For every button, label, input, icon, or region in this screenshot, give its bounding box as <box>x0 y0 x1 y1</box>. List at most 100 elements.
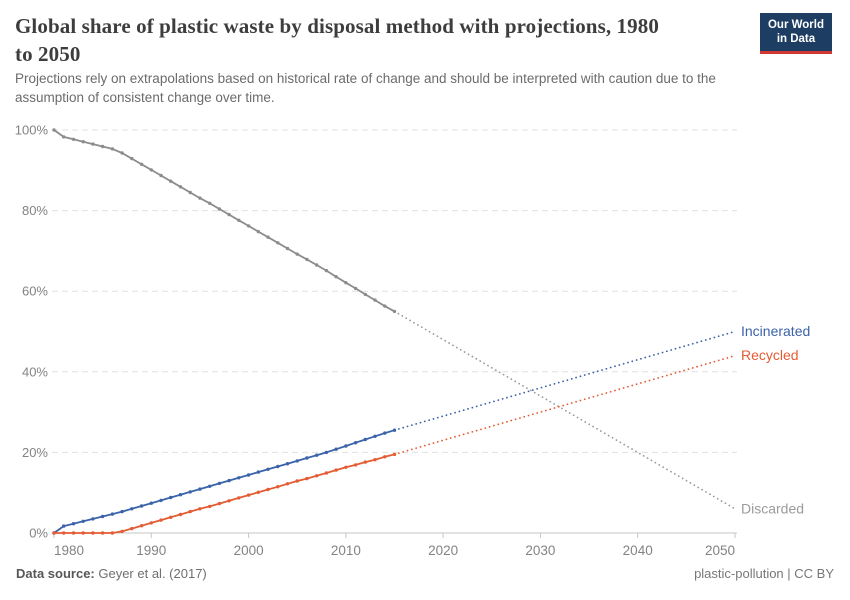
data-point-recycled <box>100 531 105 535</box>
data-point-recycled <box>139 524 144 528</box>
data-point-incinerated <box>392 428 397 432</box>
data-point-incinerated <box>91 517 95 521</box>
data-point-recycled <box>169 515 173 519</box>
data-point-recycled <box>62 531 66 535</box>
x-axis-label: 1990 <box>136 543 166 558</box>
data-point-recycled <box>285 482 290 486</box>
series-line-recycled <box>54 453 395 534</box>
data-point-discarded <box>276 241 280 245</box>
data-point-incinerated <box>237 476 241 480</box>
data-point-incinerated <box>295 459 299 463</box>
data-point-incinerated <box>276 464 280 469</box>
data-point-recycled <box>353 463 358 467</box>
data-point-recycled <box>237 496 241 500</box>
data-point-recycled <box>178 512 183 517</box>
data-point-recycled <box>120 529 124 534</box>
data-point-recycled <box>227 499 231 503</box>
data-point-incinerated <box>71 522 76 526</box>
data-point-discarded <box>353 286 358 291</box>
data-point-recycled <box>266 487 270 492</box>
data-point-discarded <box>52 128 56 132</box>
data-point-recycled <box>208 504 212 509</box>
x-axis-label: 2050 <box>705 543 735 558</box>
data-point-recycled <box>159 518 163 522</box>
data-point-incinerated <box>208 484 212 488</box>
data-point-incinerated <box>120 509 124 514</box>
data-point-incinerated <box>353 441 358 445</box>
data-point-discarded <box>139 162 144 166</box>
x-axis-label: 2040 <box>623 543 653 558</box>
data-point-discarded <box>130 156 134 161</box>
data-point-recycled <box>373 458 377 462</box>
owid-logo-text-line1: Our World <box>767 19 824 31</box>
data-point-recycled <box>110 531 115 535</box>
data-point-incinerated <box>227 478 231 483</box>
data-point-incinerated <box>217 481 222 486</box>
chart-footer: Data source: Geyer et al. (2017) plastic… <box>16 566 834 581</box>
data-point-discarded <box>285 246 290 251</box>
data-point-discarded <box>198 196 202 200</box>
x-axis-label: 2010 <box>331 543 361 558</box>
projection-line-discarded <box>393 310 736 510</box>
data-point-recycled <box>81 531 85 535</box>
data-point-discarded <box>246 224 251 228</box>
data-point-incinerated <box>266 467 270 471</box>
data-point-discarded <box>62 135 66 139</box>
data-point-discarded <box>71 137 76 141</box>
y-axis-label: 80% <box>22 203 48 218</box>
data-point-incinerated <box>344 444 348 448</box>
data-point-incinerated <box>139 504 144 508</box>
data-point-recycled <box>334 468 338 472</box>
data-source-value: Geyer et al. (2017) <box>94 566 207 581</box>
y-axis-label: 40% <box>22 364 48 379</box>
data-point-discarded <box>373 298 377 302</box>
data-point-incinerated <box>285 462 290 466</box>
data-point-incinerated <box>178 493 183 497</box>
data-point-recycled <box>363 460 367 464</box>
data-point-recycled <box>149 521 153 525</box>
x-axis-label: 1980 <box>54 543 84 558</box>
y-axis-label: 100% <box>15 123 49 138</box>
data-point-discarded <box>208 201 212 205</box>
data-point-recycled <box>324 471 329 475</box>
data-point-discarded <box>178 185 183 189</box>
data-point-incinerated <box>246 473 251 477</box>
data-point-recycled <box>305 476 309 481</box>
data-point-discarded <box>256 229 260 234</box>
data-point-recycled <box>276 485 280 489</box>
data-point-recycled <box>315 474 319 478</box>
data-point-discarded <box>334 275 338 279</box>
data-point-discarded <box>266 235 270 239</box>
data-point-recycled <box>130 526 134 531</box>
data-point-incinerated <box>324 450 329 455</box>
data-source-label: Data source: <box>16 566 95 581</box>
data-point-incinerated <box>62 524 66 528</box>
data-point-discarded <box>324 268 329 273</box>
data-point-incinerated <box>169 495 173 500</box>
data-point-recycled <box>91 531 95 535</box>
series-line-incinerated <box>53 429 395 534</box>
data-point-incinerated <box>334 447 338 451</box>
data-point-discarded <box>227 212 231 217</box>
data-point-discarded <box>305 257 309 262</box>
series-line-discarded <box>53 129 395 313</box>
owid-logo[interactable]: Our World in Data <box>759 13 832 54</box>
data-point-recycled <box>198 507 202 511</box>
data-point-incinerated <box>315 453 319 457</box>
data-point-recycled <box>383 455 387 459</box>
data-point-discarded <box>295 252 299 256</box>
series-label-incinerated: Incinerated <box>741 323 810 339</box>
data-point-incinerated <box>149 501 153 505</box>
data-source: Data source: Geyer et al. (2017) <box>16 566 207 581</box>
data-point-discarded <box>237 218 241 222</box>
data-point-incinerated <box>305 456 309 460</box>
data-point-discarded <box>315 263 319 267</box>
y-axis-label: 60% <box>22 284 48 299</box>
data-point-incinerated <box>159 498 163 503</box>
projection-line-incinerated <box>393 330 736 432</box>
projection-line-recycled <box>393 354 736 456</box>
data-point-recycled <box>295 479 299 483</box>
data-point-discarded <box>217 207 222 211</box>
data-point-discarded <box>169 179 173 183</box>
